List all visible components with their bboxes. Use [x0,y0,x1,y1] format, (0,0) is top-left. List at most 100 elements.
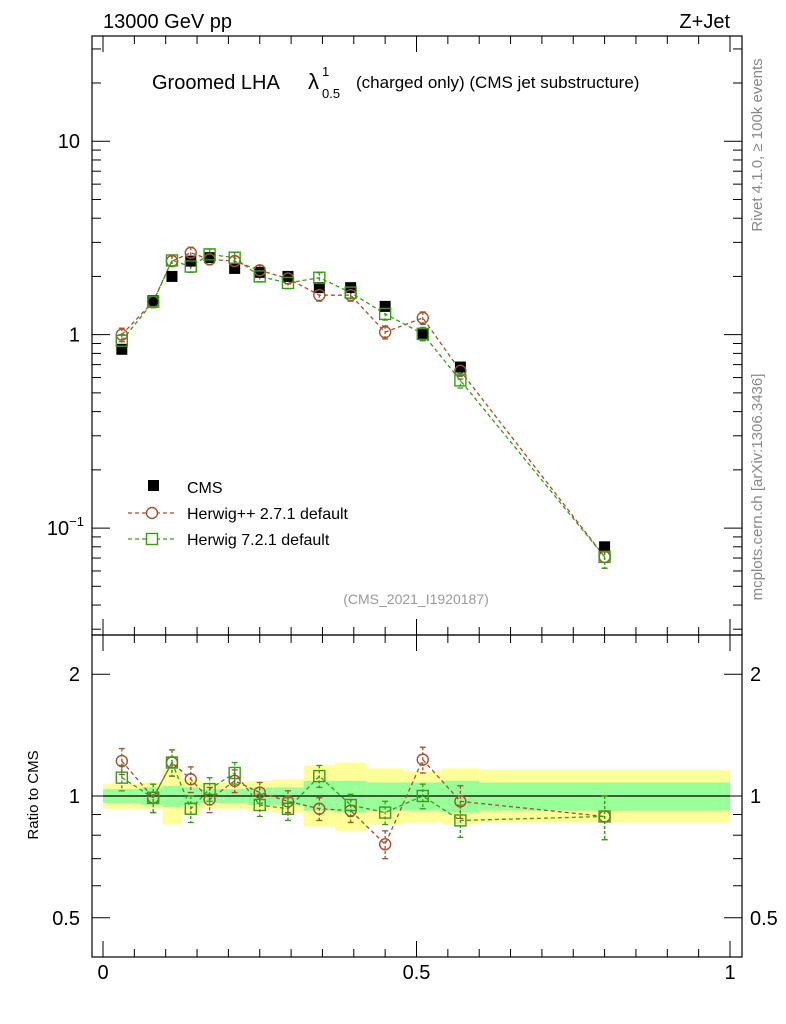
ratio-herwig7-point [313,769,326,783]
ratio-herwigpp-line [121,758,605,846]
herwig7-line [121,253,606,558]
cms-point [454,361,466,373]
ratio-herwig7-point [165,756,179,769]
herwig7-point [313,271,326,284]
energy-label: 13000 GeV pp [103,11,232,33]
ratio-herwig7-point [146,791,160,804]
ratio-herwig7-point [344,798,357,812]
rivet-label: Rivet 4.1.0, ≥ 100k events [749,58,766,231]
ratio-y-tick-label: 0.5 [750,908,778,930]
ratio-herwigpp-point [203,793,216,806]
ratio-herwigpp-point [378,838,392,851]
ratio-herwigpp-point [184,773,197,786]
cms-point [417,329,429,341]
y-tick-label: 10 [58,131,80,153]
cms-point [599,541,611,553]
ratio-uncertainty-bands [103,762,730,831]
ratio-herwig7-point [184,802,197,815]
ratio-herwig7-point [203,782,216,796]
mcplots-label: mcplots.cern.ch [arXiv:1306.3436] [749,374,766,601]
x-tick-label: 1 [724,962,735,984]
ratio-herwig7-point [598,810,611,823]
ratio-herwigpp-point [416,753,429,766]
ratio-herwigpp-point [146,791,160,804]
legend-cms-label: CMS [187,480,223,497]
ratio-herwigpp-point [598,810,611,823]
cms-point [313,282,325,294]
ratio-herwigpp-point [313,802,326,815]
herwigpp-point [281,272,295,285]
herwigpp-point [598,550,611,564]
ratio-herwig7-point [378,806,392,819]
herwig7-point [115,334,129,347]
ratio-herwigpp-point [454,795,467,808]
herwigpp-point [184,246,197,259]
ratio-herwig7-line [121,760,605,822]
herwigpp-point [165,254,179,268]
legend-herwig7-marker [145,532,159,546]
cms-point [254,266,266,278]
ratio-herwig7-point [228,766,241,780]
ratio-herwigpp-point [228,774,241,788]
legend: CMS Herwig++ 2.7.1 default Herwig 7.2.1 … [128,480,349,549]
cms-point [379,300,391,312]
cms-point [204,252,216,264]
ratio-y-tick-label: 1 [750,786,761,808]
ratio-ylabel: Ratio to CMS [25,750,42,839]
ratio-herwig7-point [416,789,429,803]
herwig7-point [344,286,357,299]
herwigpp-point [344,288,357,302]
ratio-herwigpp-point [165,756,179,769]
herwigpp-point [146,295,160,308]
main-data [115,246,611,569]
ratio-herwig7-point [454,814,467,827]
ratio-herwigpp-point [281,795,295,808]
legend-herwigpp-label: Herwig++ 2.7.1 default [187,506,349,523]
herwig7-point [146,295,160,308]
cms-point [166,270,178,282]
ratio-herwigpp-point [253,786,266,799]
title-superscript: 1 [322,64,329,79]
legend-herwigpp-marker [145,506,159,520]
ratio-data [115,746,611,860]
plot-title: Groomed LHA λ 1 0.5 (charged only) (CMS … [152,64,639,101]
legend-herwig7-label: Herwig 7.2.1 default [187,532,330,549]
process-label: Z+Jet [679,11,730,33]
herwigpp-point [228,254,241,268]
title-symbol: λ [308,69,319,94]
cms-point [229,262,241,274]
ratio-y-tick-label: 1 [69,786,80,808]
herwig7-point [253,270,266,283]
herwigpp-line [121,252,606,558]
herwig7-point [281,276,295,290]
herwigpp-point [416,311,429,325]
herwig7-point [378,307,392,321]
x-tick-label: 0.5 [403,962,431,984]
herwig7-point [416,327,429,341]
legend-cms-marker [148,480,159,491]
herwigpp-point [313,288,326,302]
ratio-herwigpp-point [115,754,129,768]
cms-point [147,295,159,307]
herwig7-point [598,550,611,564]
herwig7-point [165,254,179,267]
title-suffix: (charged only) (CMS jet substructure) [356,73,639,92]
axes: 10−1 1 10 0.5 0.5 1 1 2 2 0 0.5 1 [47,36,778,984]
herwig7-point [184,260,197,273]
ratio-herwig7-point [281,802,295,815]
y-tick-label: 1 [69,325,80,347]
herwig7-point [203,248,216,261]
cms-point [116,343,128,355]
ratio-y-tick-label: 2 [750,664,761,686]
ratio-herwig7-point [115,771,129,784]
analysis-id: (CMS_2021_I1920187) [343,591,489,607]
ratio-y-tick-label: 2 [69,664,80,686]
ratio-y-tick-label: 0.5 [52,908,80,930]
cms-point [282,270,294,282]
herwigpp-point [378,325,392,339]
ratio-herwig7-point [253,798,266,812]
y-tick-label: 10−1 [47,514,84,540]
title-main: Groomed LHA [152,72,280,94]
herwigpp-point [454,364,467,378]
herwig7-point [454,374,467,387]
